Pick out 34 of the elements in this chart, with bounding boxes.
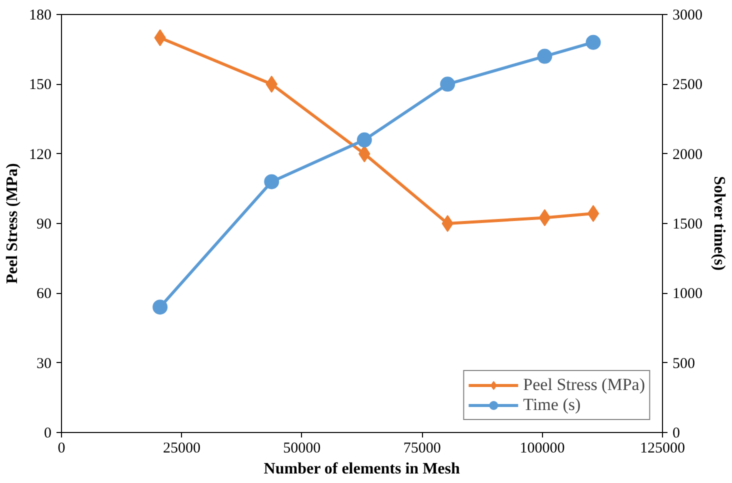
y-tick-label: 90 bbox=[36, 216, 52, 232]
y-tick-label: 120 bbox=[29, 146, 52, 163]
y2-axis-title: Solver time(s) bbox=[710, 176, 728, 271]
y2-tick-label: 1000 bbox=[672, 286, 702, 302]
point bbox=[356, 132, 372, 148]
x-tick-label: 100000 bbox=[520, 440, 565, 456]
y2-tick-label: 3000 bbox=[672, 8, 702, 24]
legend-label: Peel Stress (MPa) bbox=[523, 375, 645, 395]
x-tick-label: 50000 bbox=[283, 440, 321, 456]
y2-tick-label: 1500 bbox=[672, 216, 702, 232]
x-tick-label: 75000 bbox=[403, 440, 441, 456]
point bbox=[440, 76, 456, 92]
y2-tick-label: 2500 bbox=[672, 77, 702, 94]
x-tick-label: 125000 bbox=[640, 440, 685, 456]
point bbox=[442, 215, 454, 232]
x-axis-title: Number of elements in Mesh bbox=[264, 460, 460, 478]
point bbox=[152, 300, 168, 315]
y-tick-label: 30 bbox=[36, 356, 52, 372]
x-tick-label: 25000 bbox=[162, 440, 200, 456]
y-tick-label: 180 bbox=[29, 8, 52, 24]
y2-tick-label: 0 bbox=[672, 426, 680, 442]
legend-label: Time (s) bbox=[523, 395, 581, 415]
y-tick-label: 0 bbox=[44, 426, 52, 442]
point bbox=[587, 205, 600, 222]
point bbox=[538, 209, 551, 226]
point bbox=[264, 174, 280, 190]
y2-tick-label: 2000 bbox=[672, 146, 702, 163]
y-tick-label: 150 bbox=[29, 77, 52, 94]
y-tick-label: 60 bbox=[36, 286, 52, 302]
point bbox=[537, 48, 552, 64]
x-tick-label: 0 bbox=[58, 440, 66, 456]
y2-tick-label: 500 bbox=[672, 356, 695, 372]
point bbox=[586, 34, 601, 50]
y-axis-title: Peel Stress (MPa) bbox=[4, 163, 21, 284]
